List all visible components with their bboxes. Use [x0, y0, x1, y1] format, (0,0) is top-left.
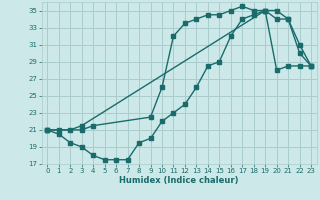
X-axis label: Humidex (Indice chaleur): Humidex (Indice chaleur) [119, 176, 239, 185]
